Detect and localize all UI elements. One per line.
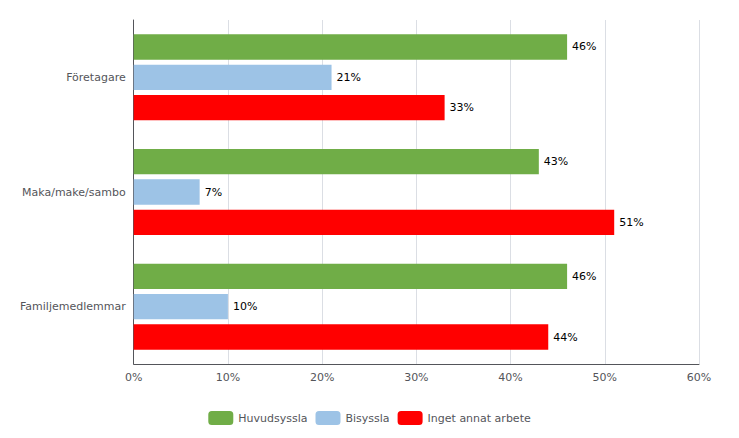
svg-text:Huvudsyssla: Huvudsyssla — [238, 412, 307, 425]
svg-text:0%: 0% — [125, 371, 142, 384]
svg-text:51%: 51% — [619, 216, 643, 229]
svg-text:46%: 46% — [572, 270, 596, 283]
svg-text:50%: 50% — [593, 371, 617, 384]
svg-text:Bisyssla: Bisyssla — [346, 412, 390, 425]
svg-text:Maka/make/sambo: Maka/make/sambo — [22, 186, 126, 199]
svg-text:33%: 33% — [450, 101, 474, 114]
svg-text:40%: 40% — [498, 371, 522, 384]
svg-text:Familjemedlemmar: Familjemedlemmar — [20, 300, 126, 313]
svg-text:20%: 20% — [310, 371, 334, 384]
svg-text:60%: 60% — [687, 371, 711, 384]
svg-text:Inget annat arbete: Inget annat arbete — [428, 412, 531, 425]
svg-text:10%: 10% — [233, 300, 257, 313]
svg-text:43%: 43% — [544, 155, 568, 168]
svg-text:Företagare: Företagare — [66, 71, 126, 84]
svg-text:10%: 10% — [216, 371, 240, 384]
svg-text:46%: 46% — [572, 40, 596, 53]
svg-text:44%: 44% — [553, 331, 577, 344]
svg-text:7%: 7% — [205, 186, 222, 199]
svg-text:21%: 21% — [337, 71, 361, 84]
svg-text:30%: 30% — [404, 371, 428, 384]
